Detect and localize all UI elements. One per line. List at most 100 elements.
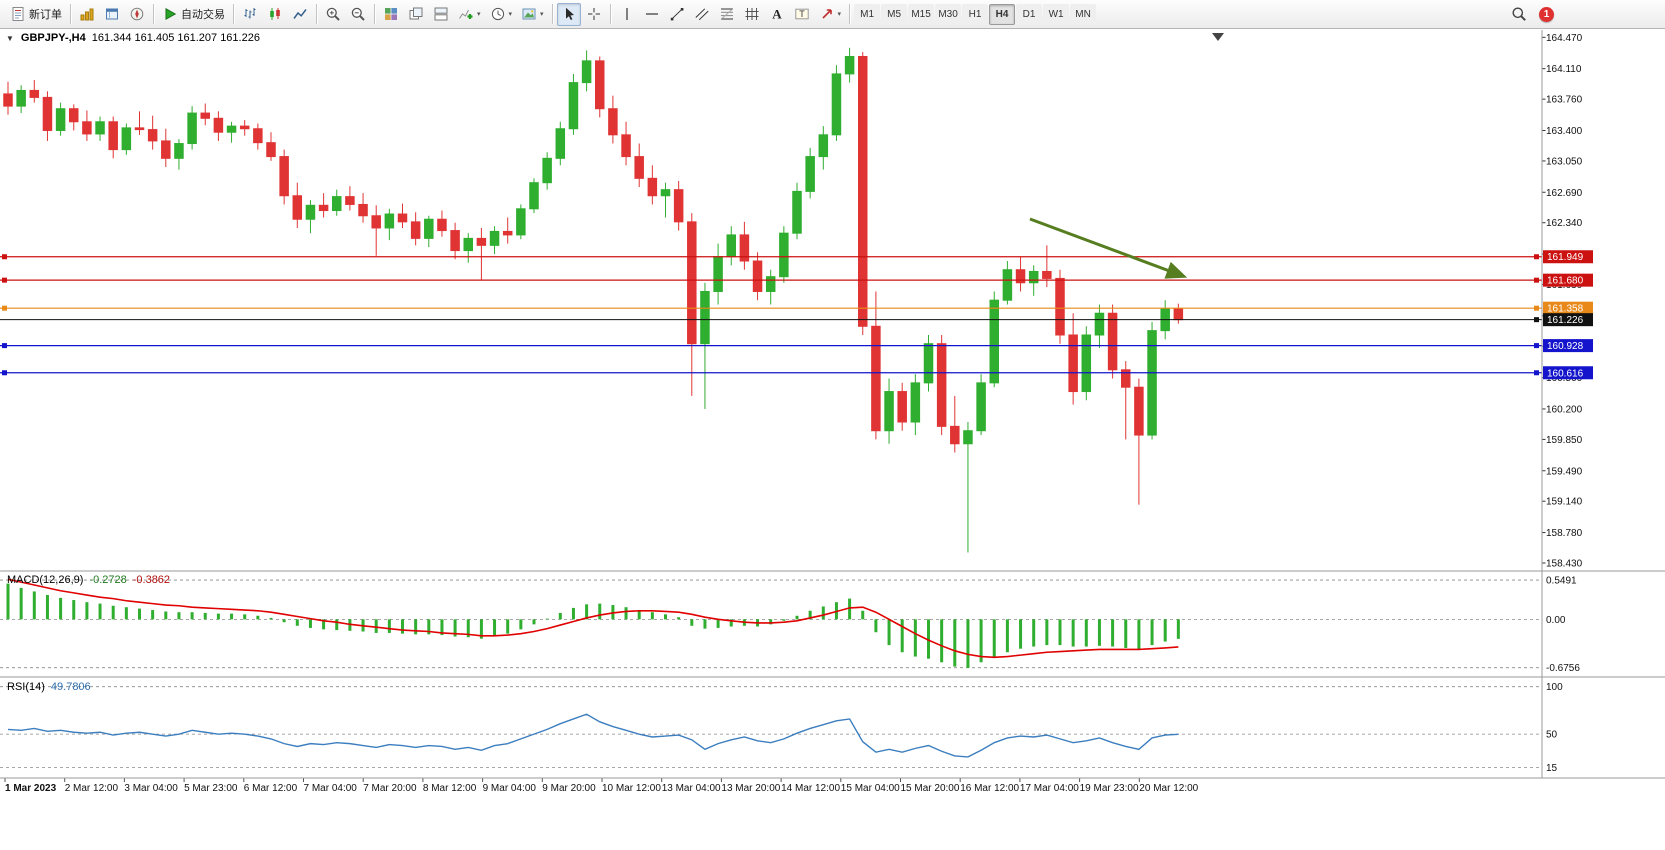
market-watch-button[interactable] — [75, 3, 99, 26]
grid-button[interactable] — [740, 3, 764, 26]
text-label-button[interactable]: T — [790, 3, 814, 26]
svg-text:9 Mar 04:00: 9 Mar 04:00 — [483, 783, 537, 794]
svg-text:161.949: 161.949 — [1547, 252, 1584, 263]
svg-text:159.850: 159.850 — [1546, 435, 1583, 446]
svg-text:163.050: 163.050 — [1546, 156, 1583, 167]
svg-text:162.690: 162.690 — [1546, 188, 1583, 199]
toolbar-group — [235, 3, 315, 26]
svg-text:9 Mar 20:00: 9 Mar 20:00 — [542, 783, 596, 794]
time-scale[interactable]: 1 Mar 2023 2 Mar 12:00 3 Mar 04:00 5 Mar 23… — [4, 778, 1199, 794]
dropdown-caret-icon: ▾ — [477, 10, 481, 18]
horizontal-line-button[interactable] — [640, 3, 664, 26]
toolbar-separator — [609, 4, 611, 24]
text-button[interactable]: A — [765, 3, 789, 26]
svg-text:160.928: 160.928 — [1547, 341, 1584, 352]
timeframe-button-h4[interactable]: H4 — [989, 3, 1016, 25]
svg-text:161.226: 161.226 — [1547, 315, 1584, 326]
vertical-line-button[interactable] — [615, 3, 639, 26]
rsi-label: RSI(14) — [7, 681, 45, 693]
zoom-out-button[interactable] — [346, 3, 370, 26]
rsi-header: RSI(14) 49.7806 — [7, 681, 91, 693]
svg-text:50: 50 — [1546, 730, 1558, 741]
timeframe-button-h1[interactable]: H1 — [962, 3, 989, 25]
channel-button[interactable] — [690, 3, 714, 26]
indicators-button[interactable]: ▾ — [454, 3, 485, 26]
svg-text:15: 15 — [1546, 763, 1558, 774]
svg-text:5 Mar 23:00: 5 Mar 23:00 — [184, 783, 238, 794]
timeframe-button-m15[interactable]: M15 — [908, 3, 935, 25]
toolbar-separator — [849, 4, 851, 24]
candlesticks — [3, 47, 1184, 553]
macd-signal-line — [7, 578, 1179, 659]
data-window-button[interactable] — [100, 3, 124, 26]
toolbar-separator — [233, 4, 234, 24]
svg-text:A: A — [772, 7, 782, 22]
tile-windows-button[interactable] — [379, 3, 403, 26]
svg-text:6 Mar 12:00: 6 Mar 12:00 — [244, 783, 298, 794]
svg-text:160.200: 160.200 — [1546, 404, 1583, 415]
arrows-button[interactable]: ▾ — [815, 3, 846, 26]
svg-text:162.340: 162.340 — [1546, 218, 1583, 229]
symbol-title: GBPJPY-,H4 — [20, 32, 86, 44]
notification-badge[interactable]: 1 — [1539, 6, 1554, 22]
bar-chart-button[interactable] — [238, 3, 262, 26]
svg-text:0.5491: 0.5491 — [1546, 576, 1577, 587]
candlestick-chart-button[interactable] — [263, 3, 287, 26]
macd-signal-value: -0.3862 — [132, 574, 171, 586]
templates-button[interactable]: ▾ — [517, 3, 548, 26]
timeframe-button-m5[interactable]: M5 — [881, 3, 908, 25]
navigator-button[interactable] — [125, 3, 149, 26]
macd-pane[interactable]: 0.5491 0.00 -0.6756 — [0, 576, 1580, 675]
svg-text:161.680: 161.680 — [1547, 276, 1584, 287]
new-order-button[interactable]: 新订单 — [6, 3, 66, 26]
svg-text:164.470: 164.470 — [1546, 33, 1583, 44]
macd-header: MACD(12,26,9) -0.2728 -0.3862 — [7, 574, 170, 586]
svg-text:13 Mar 04:00: 13 Mar 04:00 — [662, 783, 721, 794]
zoom-in-button[interactable] — [321, 3, 345, 26]
arrow-annotation[interactable] — [1029, 217, 1188, 279]
svg-text:163.760: 163.760 — [1546, 95, 1583, 106]
dropdown-caret-icon: ▾ — [508, 10, 513, 18]
rsi-line — [7, 713, 1179, 758]
trendline-button[interactable] — [665, 3, 689, 26]
timeframe-button-mn[interactable]: MN — [1070, 3, 1097, 25]
crosshair-button[interactable] — [582, 3, 606, 26]
svg-text:159.490: 159.490 — [1546, 466, 1583, 477]
svg-text:-0.6756: -0.6756 — [1546, 663, 1580, 674]
fibonacci-button[interactable] — [715, 3, 739, 26]
svg-text:159.140: 159.140 — [1546, 497, 1583, 508]
toolbar-separator — [316, 4, 317, 24]
svg-text:15 Mar 04:00: 15 Mar 04:00 — [841, 783, 900, 794]
toolbar-group — [554, 2, 609, 26]
svg-text:100: 100 — [1546, 682, 1563, 693]
timeframe-button-m1[interactable]: M1 — [854, 3, 881, 25]
collapse-triangle-icon[interactable]: ▼ — [6, 34, 14, 43]
autotrading-button[interactable]: 自动交易 — [158, 3, 229, 26]
periods-button[interactable]: ▾ — [486, 3, 517, 26]
timeframe-button-d1[interactable]: D1 — [1016, 3, 1043, 25]
profiles-button[interactable] — [429, 3, 453, 26]
timeframe-button-w1[interactable]: W1 — [1043, 3, 1070, 25]
new-chart-button[interactable] — [404, 3, 428, 26]
svg-text:15 Mar 20:00: 15 Mar 20:00 — [901, 783, 960, 794]
svg-text:16 Mar 12:00: 16 Mar 12:00 — [960, 783, 1019, 794]
toolbar-group — [72, 3, 152, 26]
toolbar-separator — [70, 4, 71, 24]
svg-text:1 Mar 2023: 1 Mar 2023 — [5, 783, 57, 794]
toolbar-separator — [374, 4, 375, 24]
svg-text:164.110: 164.110 — [1546, 64, 1582, 75]
timeframe-button-m30[interactable]: M30 — [935, 3, 962, 25]
svg-text:8 Mar 12:00: 8 Mar 12:00 — [423, 783, 477, 794]
cursor-button[interactable] — [556, 2, 581, 26]
chart-shift-marker-icon[interactable] — [1212, 33, 1224, 41]
search-button[interactable] — [1507, 3, 1531, 26]
toolbar-group: A T ▾ — [612, 3, 849, 26]
toolbar-group: 新订单 — [3, 3, 69, 26]
price-scale[interactable]: 164.470 164.110 163.760 163.400 163.050 162.6… — [1542, 33, 1583, 570]
toolbar-separator — [551, 4, 553, 24]
line-chart-button[interactable] — [288, 3, 312, 26]
rsi-pane[interactable]: 100 50 15 — [0, 682, 1563, 774]
dropdown-caret-icon: ▾ — [540, 10, 544, 18]
